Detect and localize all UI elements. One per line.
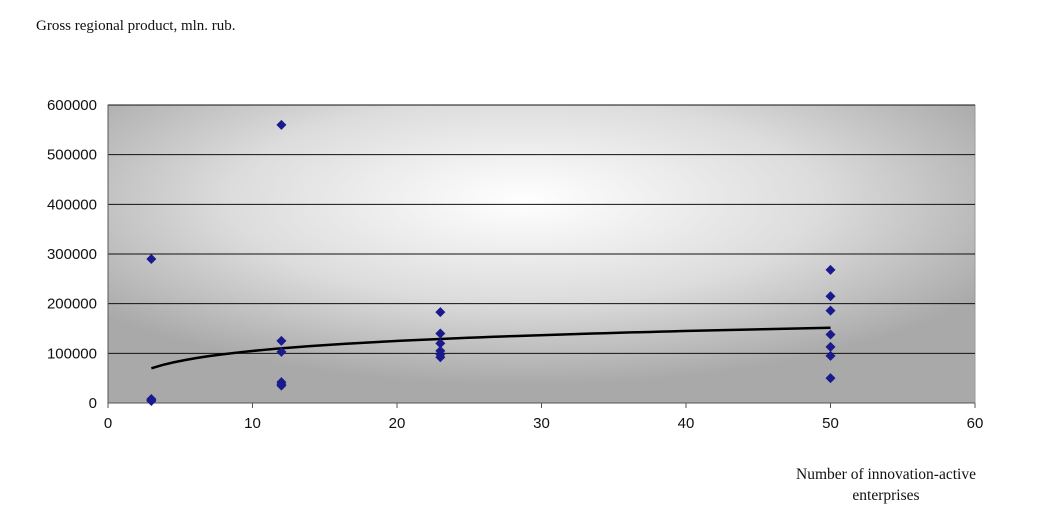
x-axis-label: Number of innovation-active enterprises <box>732 464 1040 506</box>
data-point-21 <box>825 350 836 361</box>
data-point-5 <box>276 335 287 346</box>
y-tick-label-100000: 100000 <box>47 345 97 362</box>
data-point-10 <box>435 307 446 318</box>
data-point-22 <box>825 373 836 384</box>
data-point-0 <box>146 253 157 264</box>
y-tick-label-600000: 600000 <box>47 97 97 114</box>
y-tick-label-200000: 200000 <box>47 296 97 313</box>
data-point-19 <box>825 329 836 340</box>
y-tick-label-0: 0 <box>89 395 97 412</box>
data-point-3 <box>146 395 157 406</box>
data-point-16 <box>825 264 836 275</box>
data-point-17 <box>825 291 836 302</box>
y-axis-label: Gross regional product, mln. rub. <box>36 18 236 34</box>
x-tick-label-50: 50 <box>822 415 839 432</box>
data-point-15 <box>435 352 446 363</box>
y-tick-label-400000: 400000 <box>47 196 97 213</box>
x-tick-label-20: 20 <box>389 415 406 432</box>
data-point-20 <box>825 341 836 352</box>
data-point-4 <box>276 119 287 130</box>
x-tick-label-40: 40 <box>678 415 695 432</box>
data-point-11 <box>435 328 446 339</box>
y-tick-label-300000: 300000 <box>47 246 97 263</box>
data-point-6 <box>276 346 287 357</box>
trend-line <box>150 326 831 370</box>
x-axis-label-line-1: Number of innovation-active <box>796 466 976 483</box>
x-axis-label-line-2: enterprises <box>852 487 920 504</box>
x-tick-label-10: 10 <box>244 415 261 432</box>
data-point-9 <box>276 380 287 391</box>
x-tick-label-0: 0 <box>104 415 112 432</box>
y-tick-label-500000: 500000 <box>47 147 97 164</box>
x-tick-label-60: 60 <box>967 415 984 432</box>
x-tick-label-30: 30 <box>533 415 550 432</box>
data-point-18 <box>825 305 836 316</box>
data-point-12 <box>435 338 446 349</box>
